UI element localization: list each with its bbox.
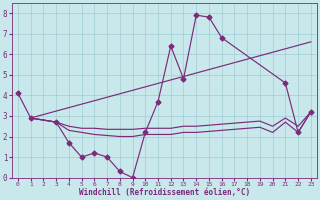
X-axis label: Windchill (Refroidissement éolien,°C): Windchill (Refroidissement éolien,°C) xyxy=(79,188,250,197)
